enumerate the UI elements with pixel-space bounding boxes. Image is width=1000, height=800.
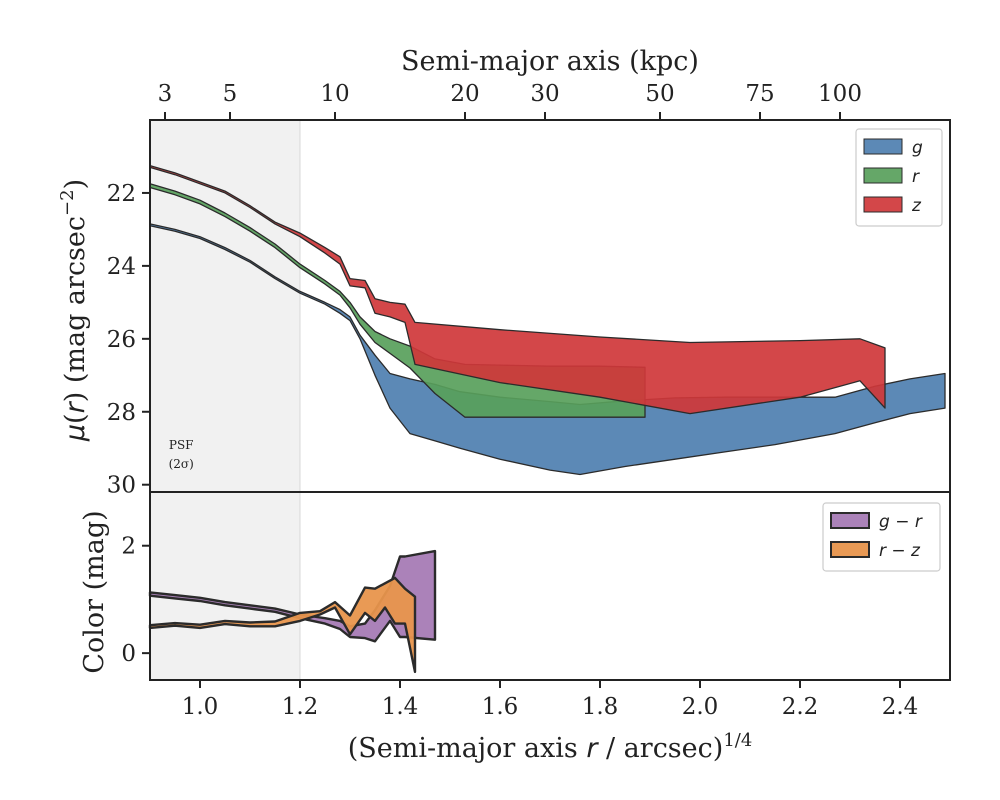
x-tick-label: 2.2 [782,694,819,720]
series-band-rz [148,576,417,674]
top-x-tick-label: 3 [158,81,173,107]
x-tick-label: 1.0 [182,694,219,720]
top-legend: grz [855,128,943,227]
legend-label: r − z [879,541,921,561]
y-tick-label: 30 [107,473,136,499]
legend-swatch [863,138,903,155]
color-y-tick-label: 2 [121,534,136,560]
top-axis-title: Semi-major axis (kpc) [401,46,699,77]
psf-sigma-label: (2σ) [169,457,194,471]
series-band-z [149,164,886,415]
top-x-tick-label: 50 [645,81,674,107]
surface-brightness-series [149,164,946,476]
bottom-y-axis-title: Color (mag) [79,510,110,673]
top-x-axis-kpc: 3 5 10 20 30 50 75 100 [158,81,862,120]
legend-label: z [911,196,922,216]
top-x-tick-label: 5 [223,81,238,107]
legend-label: g − r [879,512,923,532]
bottom-x-axis: 1.0 1.2 1.4 1.6 1.8 2.0 2.2 2.4 [182,680,919,720]
x-tick-label: 1.4 [382,694,419,720]
surface-brightness-panel: 22 24 26 28 30 3 5 10 20 30 50 75 100 PSF (2σ) grz [107,81,951,499]
psf-shading [150,120,300,492]
top-x-tick-label: 30 [530,81,559,107]
y-tick-label: 22 [107,181,136,207]
x-tick-label: 1.6 [482,694,519,720]
x-tick-label: 2.4 [882,694,919,720]
x-tick-label: 1.8 [582,694,619,720]
series-band-g [149,223,946,476]
y-tick-label: 24 [107,254,136,280]
legend-swatch [830,512,870,529]
color-series [148,549,437,674]
top-y-axis: 22 24 26 28 30 [107,181,150,499]
color-y-tick-label: 0 [121,641,136,667]
top-y-axis-title: μ(r) (mag arcsec−2) [57,179,91,442]
y-tick-label: 28 [107,400,136,426]
legend-swatch [863,196,903,213]
bottom-y-axis: 02 [121,534,150,667]
legend-swatch [863,167,903,184]
bottom-axis-title: (Semi-major axis r / arcsec)1/4 [348,730,753,764]
legend-swatch [830,541,870,558]
top-x-tick-label: 10 [320,81,349,107]
bottom-legend: g − r r − z [822,502,941,572]
x-tick-label: 2.0 [682,694,719,720]
y-tick-label: 26 [107,327,136,353]
psf-label: PSF [169,438,194,452]
top-x-tick-label: 20 [450,81,479,107]
x-tick-label: 1.2 [282,694,319,720]
color-panel: 02 1.0 1.2 1.4 1.6 1.8 2.0 2.2 2.4 g − rr − z [121,491,951,720]
top-x-tick-label: 75 [745,81,774,107]
bottom-panel-frame [149,491,951,681]
legend-label: g [912,138,923,158]
top-x-tick-label: 100 [818,81,862,107]
legend-label: r [912,167,920,187]
psf-shading-color [150,492,300,680]
